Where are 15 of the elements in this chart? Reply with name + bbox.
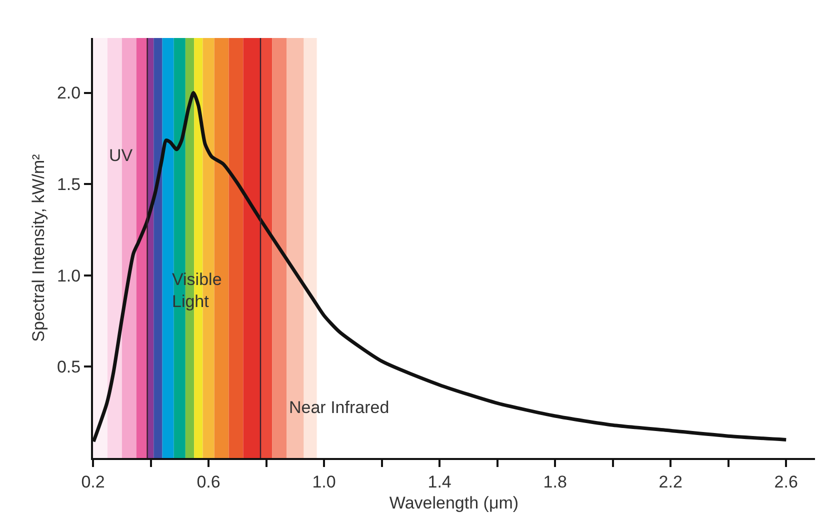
x-tick-label: 2.6 xyxy=(774,472,798,492)
y-axis-title: Spectral Intensity, kW/m² xyxy=(29,154,48,342)
x-tick-label: 1.0 xyxy=(312,472,336,492)
x-tick-label: 2.2 xyxy=(658,472,682,492)
x-tick-label: 1.4 xyxy=(428,472,452,492)
y-tick-label: 1.5 xyxy=(56,175,81,194)
annotation: Near Infrared xyxy=(289,398,390,417)
x-axis-title: Wavelength (μm) xyxy=(389,493,519,512)
x-tick-label: 1.8 xyxy=(543,472,567,492)
y-tick-label: 1.0 xyxy=(56,266,81,286)
y-tick-label: 2.0 xyxy=(56,84,81,103)
annotation: UV xyxy=(109,146,134,165)
x-tick-label: 0.6 xyxy=(196,472,220,492)
y-tick-label: 0.5 xyxy=(56,358,81,377)
x-tick-label: 0.2 xyxy=(81,472,105,492)
